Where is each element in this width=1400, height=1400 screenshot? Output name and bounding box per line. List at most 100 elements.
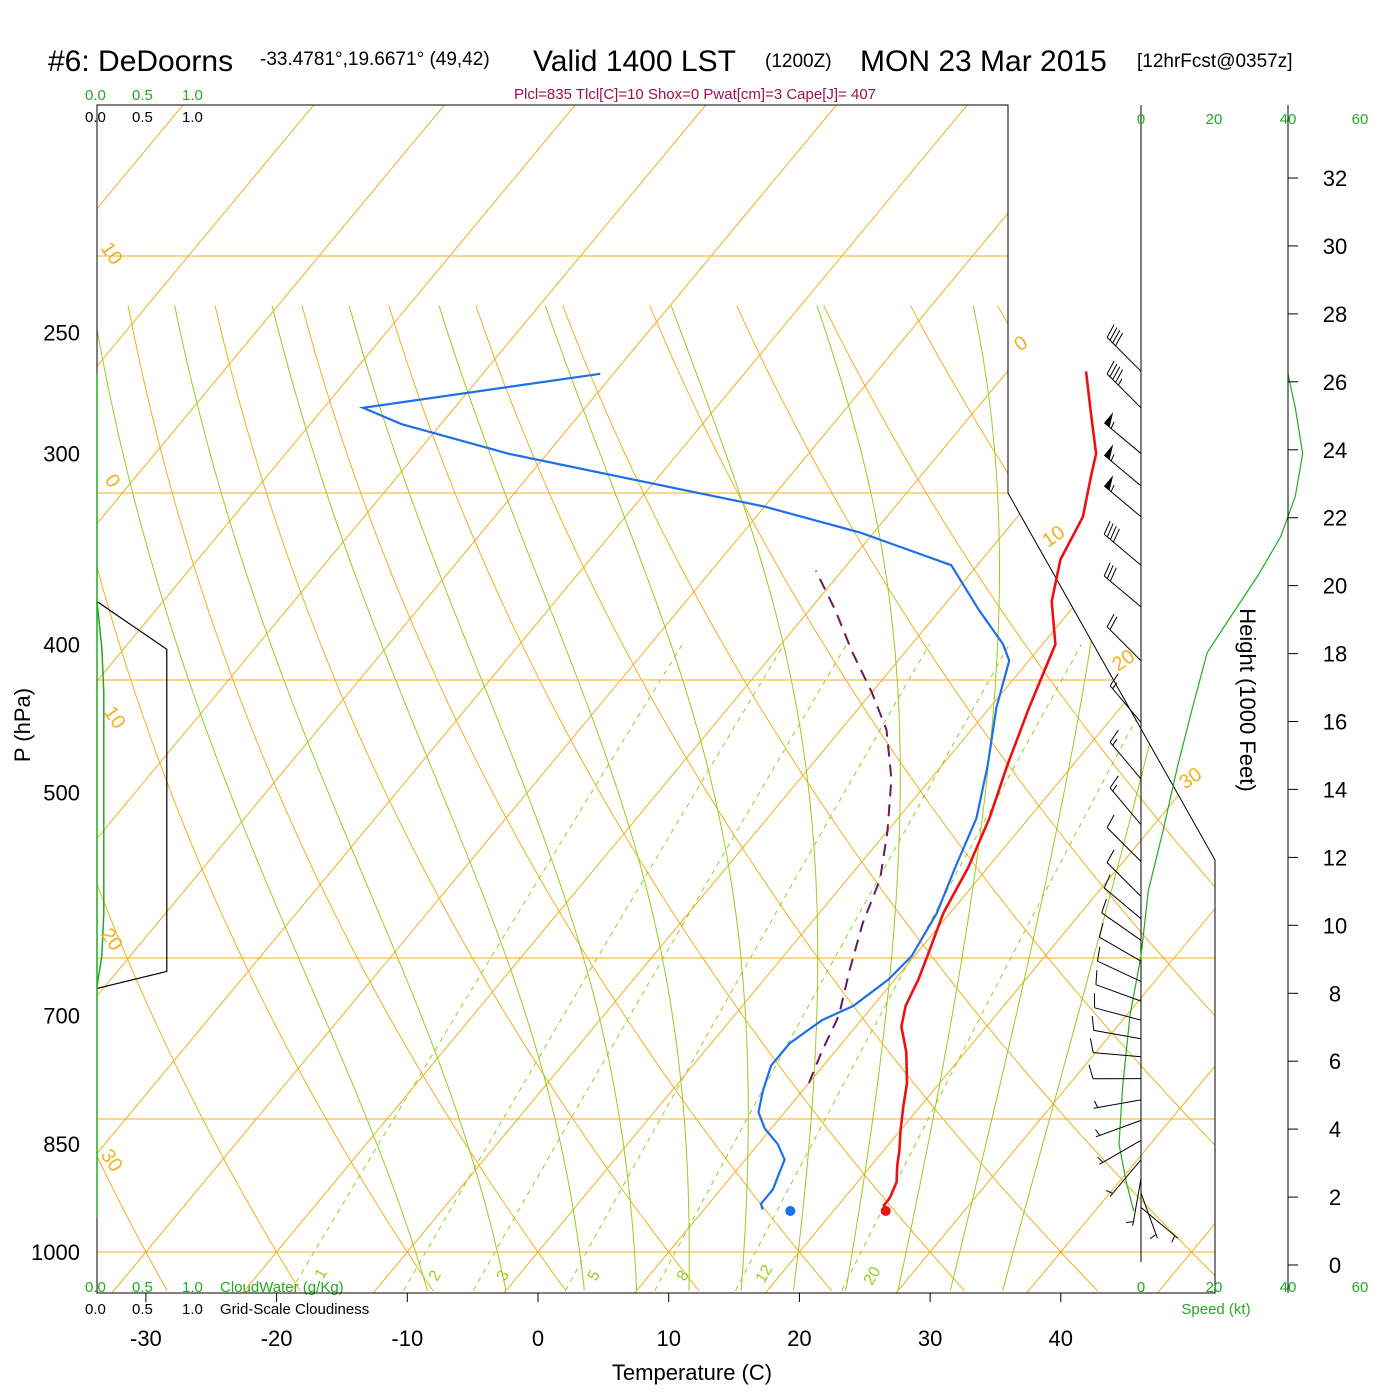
isotherm-labels: 10 0 10 20 30 0 10 20 30 (96, 238, 1206, 1176)
wind-barb-staff (1140, 1192, 1158, 1239)
wind-speed-line (1118, 373, 1304, 1212)
bottom-black-tick: 0.5 (132, 1301, 153, 1318)
mixing-ratio-label: 5 (585, 1268, 604, 1284)
wind-barb-staff (1095, 984, 1142, 1002)
wind-barb-staff (1106, 862, 1142, 897)
wind-barb-half-flag (1105, 1189, 1113, 1194)
wind-barb-staff (1093, 1052, 1142, 1058)
top-black-tick: 0.0 (85, 109, 106, 126)
mixing-ratio-label: 3 (494, 1268, 513, 1284)
wind-barb-pennant (1104, 475, 1114, 491)
dry-adiabat-line (214, 305, 700, 1291)
isotherm-label: 20 (1108, 645, 1139, 676)
wind-barb-flag (1109, 525, 1117, 540)
wind-barb-flag (1115, 369, 1124, 383)
mixing-ratio-label: 12 (753, 1262, 777, 1286)
wind-speed-axis: 0 20 40 60 0 20 40 60 Speed (kt) (1137, 111, 1369, 1318)
wind-barb-staff (1103, 887, 1142, 920)
mixing-ratio-label: 20 (861, 1264, 885, 1288)
temperature-axis-title: Temperature (C) (612, 1360, 772, 1385)
wind-barb-flag (1095, 970, 1098, 985)
wind-barb-staff (1140, 1207, 1179, 1239)
dry-adiabat-line (97, 305, 301, 1291)
wind-barb-flag (1106, 324, 1115, 338)
mixing-ratio-line (735, 644, 1082, 1291)
height-tick-label: 6 (1329, 1049, 1341, 1074)
moist-adiabat-line (97, 305, 428, 1291)
isotherm-line (97, 105, 315, 1293)
station-name: #6: DeDoorns (48, 45, 233, 78)
wind-barb-flag (1109, 775, 1119, 789)
dry-adiabat-line (1083, 305, 1215, 1292)
mixing-ratio-labels: 1 2 3 5 8 12 20 (312, 1262, 885, 1288)
wind-barb-flag (1103, 874, 1111, 889)
mixing-ratio-line (403, 644, 785, 1291)
wind-barb-flag (1103, 562, 1111, 577)
top-green-tick: 0.0 (85, 87, 106, 104)
speed-tick: 60 (1352, 1279, 1369, 1296)
height-tick-label: 30 (1323, 234, 1347, 259)
isotherm-line (97, 105, 968, 1293)
wind-barb-flag (1106, 565, 1114, 579)
height-tick-label: 8 (1329, 981, 1341, 1006)
isotherm-line (242, 105, 1215, 1293)
height-tick-label: 0 (1329, 1253, 1341, 1278)
wind-barb-flag (1112, 528, 1120, 543)
height-tick-label: 20 (1323, 574, 1347, 599)
mixing-ratio-line (472, 644, 848, 1291)
dry-adiabat-line (475, 305, 1098, 1291)
wind-barb-flag (1106, 523, 1114, 538)
wind-barb-staff (1106, 626, 1142, 662)
dry-adiabat-line (127, 305, 567, 1291)
isotherm-line (97, 105, 445, 1293)
wind-barb-half-flag (1171, 1235, 1176, 1243)
cloudiness-line (96, 601, 168, 989)
speed-tick: 20 (1206, 1279, 1223, 1296)
wind-barbs (1088, 105, 1304, 1262)
temperature-tick-label: 0 (532, 1326, 544, 1351)
wind-barb-flag (1101, 898, 1107, 913)
wind-barb-staff (1106, 373, 1142, 409)
bottom-green-tick: 0.0 (85, 1279, 106, 1296)
isotherm-line (634, 105, 1215, 1293)
plot-frame (96, 104, 1216, 1294)
mixing-ratio-line (564, 644, 930, 1291)
dry-adiabat-line (97, 305, 168, 1291)
thermo-grid (97, 105, 1215, 1293)
pressure-tick-label: 250 (43, 321, 80, 346)
sounding-profiles (358, 371, 1098, 1216)
bottom-green-tick: 1.0 (182, 1279, 203, 1296)
wind-barb-flag (1106, 849, 1115, 863)
temperature-tick-label: 20 (787, 1326, 811, 1351)
wind-barb-pennant (1104, 444, 1114, 460)
surface-temperature-point (880, 1205, 891, 1216)
pressure-axis-title: P (hPa) (10, 688, 35, 762)
speed-tick: 0 (1137, 1279, 1145, 1296)
height-tick-label: 24 (1323, 438, 1347, 463)
mixing-ratio-line (290, 644, 683, 1291)
wind-barb-flag (1098, 922, 1104, 938)
pressure-tick-label: 1000 (31, 1240, 80, 1265)
temperature-tick-label: -20 (261, 1326, 293, 1351)
moist-adiabat-line (438, 305, 690, 1291)
speed-tick: 20 (1206, 111, 1223, 128)
speed-tick: 60 (1352, 111, 1369, 128)
dry-adiabat-line (736, 305, 1215, 1291)
height-tick-label: 10 (1323, 913, 1347, 938)
temperature-tick-label: 40 (1049, 1326, 1073, 1351)
wind-barb-flag (1091, 1015, 1095, 1031)
wind-barb-half-flag (1094, 1129, 1101, 1136)
temperature-tick-label: 10 (656, 1326, 680, 1351)
wind-barb-staff (1094, 1007, 1142, 1021)
dry-adiabat-line (823, 305, 1215, 1291)
top-green-scale: 0.0 0.5 1.0 (85, 87, 203, 104)
height-tick-label: 28 (1323, 302, 1347, 327)
wind-barb-staff (1103, 533, 1142, 566)
surface-dewpoint-point (785, 1205, 796, 1216)
isotherm-line (764, 105, 1215, 1293)
wind-barb-flag (1097, 946, 1101, 962)
wind-barb-half-flag (1097, 1156, 1104, 1163)
wind-barb-flag (1112, 366, 1121, 380)
isotherm-line (895, 105, 1215, 1293)
wind-barb-half-flag (1110, 484, 1115, 492)
